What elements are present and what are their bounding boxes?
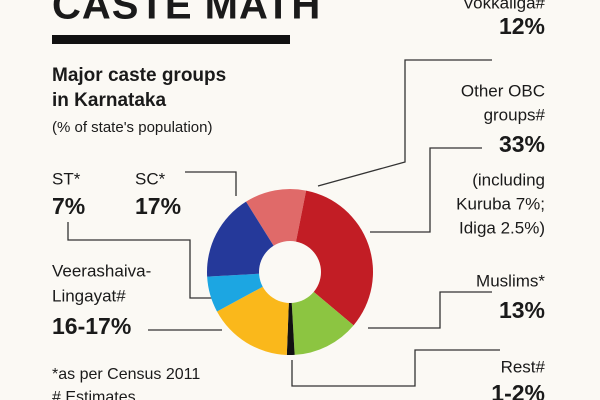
leader-line: [317, 59, 492, 187]
title-rule: [52, 35, 290, 44]
leader-line: [291, 349, 500, 387]
slice-label: Other OBC: [461, 81, 545, 100]
value-label: 33%: [499, 131, 545, 157]
leader-line: [370, 147, 482, 233]
value-label: 16-17%: [52, 313, 131, 339]
chart-title: CASTE MATH: [52, 0, 321, 28]
slice: [286, 272, 295, 355]
subtitle: Major caste groups: [52, 65, 226, 86]
slice-label: Vokkaliga#: [463, 0, 546, 12]
slice-label: ST*: [52, 169, 81, 188]
value-label: 1-2%: [491, 380, 545, 400]
value-label: 13%: [499, 297, 545, 323]
leader-line: [368, 291, 492, 329]
leader-line: [185, 171, 237, 196]
annotation: Kuruba 7%;: [456, 194, 545, 213]
slice: [290, 190, 373, 326]
slice-label: Muslims*: [476, 271, 545, 290]
value-label: 17%: [135, 193, 181, 219]
leader-line: [67, 222, 212, 299]
slice-label: SC*: [135, 169, 166, 188]
slice-label: Rest#: [501, 357, 546, 376]
footnote: # Estimates: [52, 389, 136, 400]
value-label: 12%: [499, 13, 545, 39]
annotation: Idiga 2.5%): [459, 218, 545, 237]
slice-label: groups#: [484, 105, 546, 124]
slice-label: Veerashaiva-: [52, 261, 151, 280]
annotation: (including: [472, 170, 545, 189]
value-label: 7%: [52, 193, 85, 219]
donut-hole: [259, 241, 321, 303]
unit-note: (% of state's population): [52, 119, 212, 136]
subtitle: in Karnataka: [52, 90, 166, 111]
slice-label: Lingayat#: [52, 286, 126, 305]
footnote: *as per Census 2011: [52, 366, 200, 383]
